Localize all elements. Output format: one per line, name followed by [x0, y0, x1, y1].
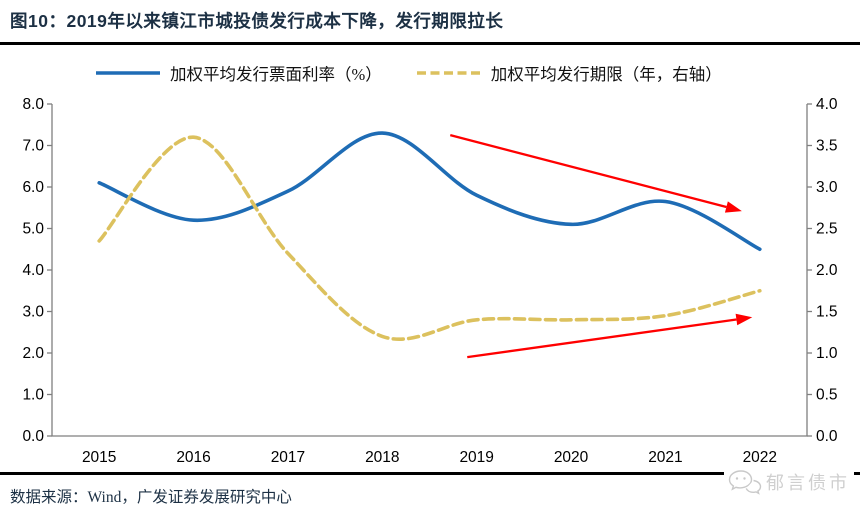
- legend-item-coupon-rate: 加权平均发行票面利率（%）: [95, 61, 382, 85]
- footer-divider: [0, 472, 860, 475]
- left-axis-tick-label: 0.0: [22, 428, 44, 445]
- legend-swatch-solid-line: [96, 71, 160, 75]
- figure-title: 图10：2019年以来镇江市城投债发行成本下降，发行期限拉长: [10, 11, 504, 31]
- trend-arrow-head: [724, 201, 742, 213]
- left-axis-tick-label: 3.0: [22, 304, 44, 321]
- x-axis-tick-label: 2017: [271, 449, 305, 466]
- right-axis-tick-label: 3.5: [816, 138, 838, 155]
- trend-arrow-line: [467, 318, 737, 359]
- right-axis-tick-label: 1.5: [816, 304, 838, 321]
- x-axis-tick-label: 2020: [554, 449, 589, 466]
- left-axis-tick-label: 8.0: [22, 96, 44, 113]
- legend: 加权平均发行票面利率（%） 加权平均发行期限（年，右轴）: [95, 61, 722, 85]
- x-axis-tick-label: 2019: [459, 449, 493, 466]
- right-axis-tick-label: 1.0: [816, 345, 838, 362]
- legend-item-term: 加权平均发行期限（年，右轴）: [416, 61, 722, 85]
- x-axis-tick-label: 2015: [82, 449, 116, 466]
- left-axis-tick-label: 1.0: [22, 387, 44, 404]
- legend-label-coupon-rate: 加权平均发行票面利率（%）: [170, 65, 382, 84]
- watermark: 郁言债市: [724, 464, 854, 500]
- right-axis-tick-label: 2.0: [816, 262, 838, 279]
- right-axis-tick-label: 2.5: [816, 221, 838, 238]
- wechat-chat-bubbles-icon: [728, 470, 762, 495]
- right-axis-tick-label: 0.5: [816, 387, 838, 404]
- line-series-coupon-rate: [97, 131, 762, 252]
- x-axis-tick-label: 2016: [176, 449, 210, 466]
- right-axis-tick-label: 4.0: [816, 96, 838, 113]
- left-axis-tick-label: 7.0: [22, 138, 44, 155]
- x-axis-tick-label: 2021: [648, 449, 682, 466]
- watermark-text: 郁言债市: [766, 473, 850, 493]
- left-axis-tick-label: 5.0: [22, 221, 44, 238]
- x-axis-tick-label: 2018: [365, 449, 399, 466]
- trend-arrow-head: [735, 313, 753, 326]
- left-axis-tick-label: 2.0: [22, 345, 44, 362]
- line-series-term: [97, 135, 762, 342]
- title-divider: [0, 42, 860, 45]
- right-axis-tick-label: 3.0: [816, 179, 838, 196]
- right-axis-tick-label: 0.0: [816, 428, 838, 445]
- legend-label-term: 加权平均发行期限（年，右轴）: [490, 65, 722, 84]
- x-axis-tick-label: 2022: [743, 449, 777, 466]
- left-axis-tick-label: 4.0: [22, 262, 44, 279]
- legend-swatch-dashed-line: [416, 71, 481, 75]
- trend-arrow-line: [449, 134, 727, 209]
- data-source-note: 数据来源：Wind，广发证券发展研究中心: [10, 489, 292, 506]
- left-axis-tick-label: 6.0: [22, 179, 44, 196]
